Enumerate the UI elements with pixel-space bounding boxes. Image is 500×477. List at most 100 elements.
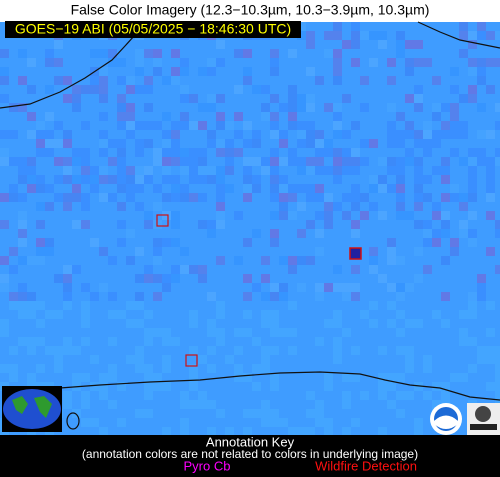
pixel-block: [261, 310, 270, 319]
pixel-block: [360, 391, 369, 400]
pixel-block: [450, 112, 459, 121]
pixel-block: [459, 229, 468, 238]
pixel-block: [270, 211, 279, 220]
pixel-block: [216, 337, 225, 346]
pixel-block: [234, 373, 243, 382]
pixel-block: [270, 328, 279, 337]
pixel-block: [333, 103, 342, 112]
pixel-block: [18, 166, 27, 175]
pixel-block: [414, 166, 423, 175]
pixel-block: [216, 409, 225, 418]
pixel-block: [126, 184, 135, 193]
pixel-block: [360, 211, 369, 220]
pixel-block: [486, 382, 495, 391]
pixel-block: [351, 418, 360, 427]
pixel-block: [423, 193, 432, 202]
pixel-block: [468, 193, 477, 202]
pixel-block: [351, 40, 360, 49]
pixel-block: [27, 58, 36, 67]
pixel-block: [450, 184, 459, 193]
pixel-block: [495, 58, 500, 67]
pixel-block: [54, 76, 63, 85]
pixel-block: [117, 382, 126, 391]
key-item: Wildfire Detection: [315, 458, 417, 473]
pixel-block: [126, 229, 135, 238]
pixel-block: [180, 166, 189, 175]
pixel-block: [324, 49, 333, 58]
pixel-block: [189, 166, 198, 175]
pixel-block: [117, 76, 126, 85]
pixel-block: [216, 310, 225, 319]
pixel-block: [99, 112, 108, 121]
pixel-block: [405, 319, 414, 328]
pixel-block: [423, 238, 432, 247]
pixel-block: [216, 184, 225, 193]
pixel-block: [189, 319, 198, 328]
pixel-block: [333, 22, 342, 31]
pixel-block: [261, 418, 270, 427]
pixel-block: [387, 256, 396, 265]
pixel-block: [126, 175, 135, 184]
pixel-block: [81, 319, 90, 328]
pixel-block: [288, 121, 297, 130]
pixel-block: [234, 130, 243, 139]
pixel-block: [45, 49, 54, 58]
pixel-block: [243, 274, 252, 283]
pixel-block: [234, 328, 243, 337]
pixel-block: [405, 355, 414, 364]
pixel-block: [468, 175, 477, 184]
pixel-block: [423, 355, 432, 364]
pixel-block: [153, 382, 162, 391]
pixel-block: [333, 148, 342, 157]
pixel-block: [180, 58, 189, 67]
pixel-block: [207, 229, 216, 238]
pixel-block: [252, 337, 261, 346]
pixel-block: [369, 265, 378, 274]
pixel-block: [342, 283, 351, 292]
pixel-block: [324, 166, 333, 175]
pixel-block: [153, 238, 162, 247]
pixel-block: [486, 175, 495, 184]
pixel-block: [432, 112, 441, 121]
pixel-block: [108, 157, 117, 166]
pixel-block: [486, 211, 495, 220]
pixel-block: [0, 328, 9, 337]
pixel-block: [279, 256, 288, 265]
pixel-block: [486, 301, 495, 310]
pixel-block: [144, 85, 153, 94]
pixel-block: [270, 184, 279, 193]
pixel-block: [261, 85, 270, 94]
pixel-block: [180, 67, 189, 76]
pixel-block: [144, 103, 153, 112]
pixel-block: [207, 427, 216, 435]
pixel-block: [486, 157, 495, 166]
pixel-block: [495, 148, 500, 157]
pixel-block: [459, 157, 468, 166]
pixel-block: [45, 238, 54, 247]
pixel-block: [324, 148, 333, 157]
pixel-block: [72, 220, 81, 229]
pixel-block: [72, 373, 81, 382]
pixel-block: [36, 247, 45, 256]
pixel-block: [198, 400, 207, 409]
pixel-block: [270, 148, 279, 157]
pixel-block: [441, 157, 450, 166]
pixel-block: [333, 166, 342, 175]
pixel-block: [360, 31, 369, 40]
pixel-block: [63, 130, 72, 139]
pixel-block: [333, 283, 342, 292]
pixel-block: [360, 310, 369, 319]
pixel-block: [288, 157, 297, 166]
pixel-block: [180, 193, 189, 202]
pixel-block: [342, 292, 351, 301]
pixel-block: [144, 328, 153, 337]
pixel-block: [306, 256, 315, 265]
pixel-block: [270, 58, 279, 67]
pixel-block: [126, 121, 135, 130]
pixel-block: [270, 382, 279, 391]
pixel-block: [135, 301, 144, 310]
pixel-block: [342, 211, 351, 220]
pixel-block: [72, 94, 81, 103]
pixel-block: [27, 112, 36, 121]
pixel-block: [477, 355, 486, 364]
